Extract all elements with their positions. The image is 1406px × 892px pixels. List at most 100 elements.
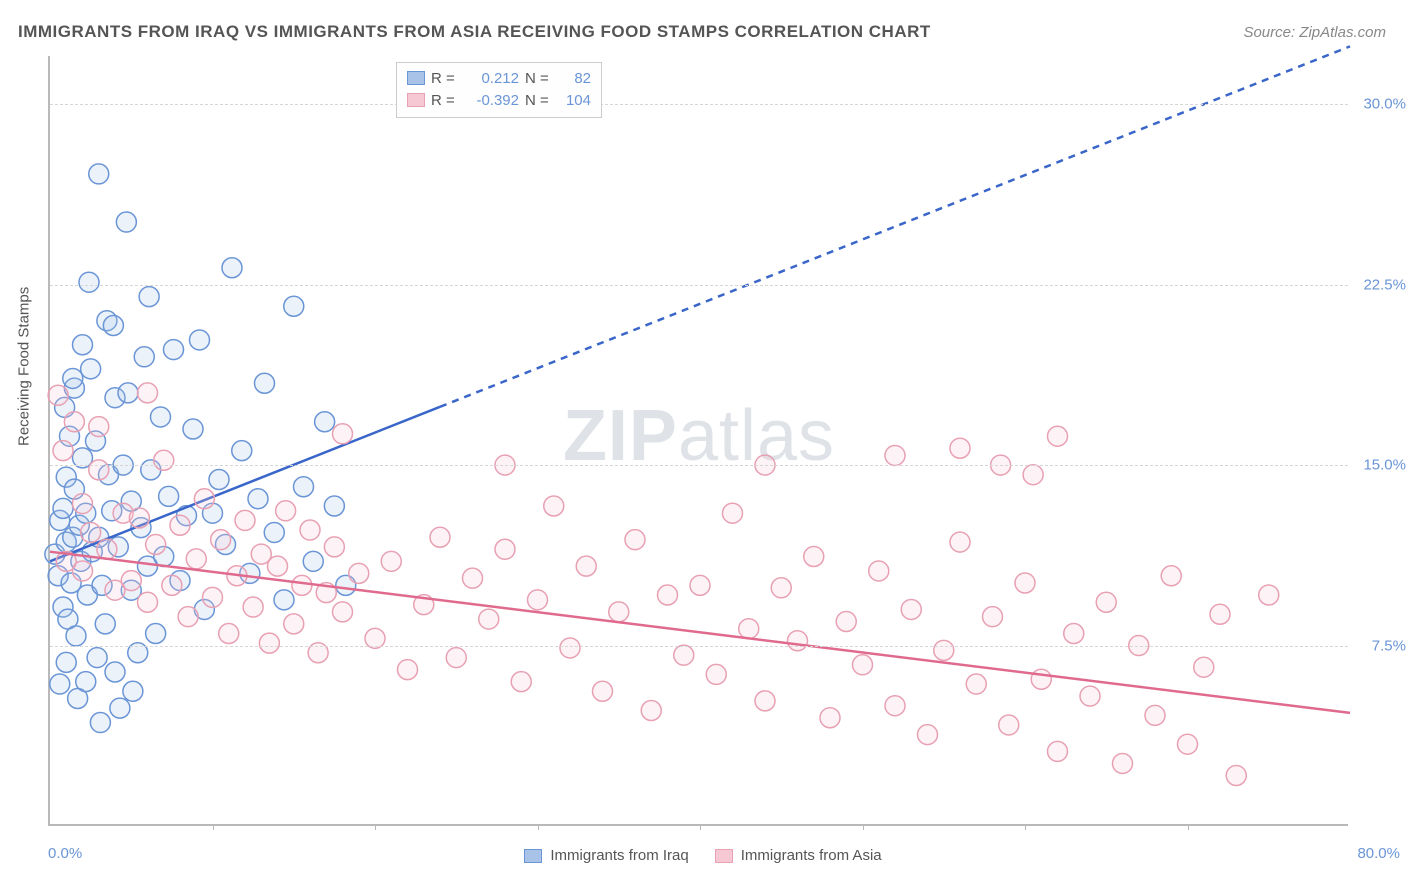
scatter-point bbox=[73, 335, 93, 355]
scatter-point bbox=[934, 640, 954, 660]
scatter-point bbox=[511, 672, 531, 692]
legend-n-label: N = bbox=[525, 92, 551, 109]
scatter-point bbox=[64, 412, 84, 432]
scatter-point bbox=[983, 607, 1003, 627]
scatter-point bbox=[203, 587, 223, 607]
legend-r-value: -0.392 bbox=[463, 92, 519, 109]
scatter-point bbox=[966, 674, 986, 694]
scatter-point bbox=[134, 347, 154, 367]
scatter-point bbox=[1226, 765, 1246, 785]
scatter-point bbox=[706, 664, 726, 684]
scatter-point bbox=[1080, 686, 1100, 706]
scatter-point bbox=[446, 648, 466, 668]
series-legend: Immigrants from Iraq Immigrants from Asi… bbox=[0, 847, 1406, 864]
grid-line bbox=[50, 285, 1348, 286]
scatter-point bbox=[89, 417, 109, 437]
scatter-point bbox=[105, 662, 125, 682]
scatter-point bbox=[97, 539, 117, 559]
scatter-point bbox=[259, 633, 279, 653]
scatter-point bbox=[222, 258, 242, 278]
scatter-point bbox=[1210, 604, 1230, 624]
scatter-point bbox=[146, 534, 166, 554]
scatter-point bbox=[116, 212, 136, 232]
scatter-point bbox=[1161, 566, 1181, 586]
scatter-point bbox=[63, 368, 83, 388]
scatter-point bbox=[771, 578, 791, 598]
scatter-point bbox=[1096, 592, 1116, 612]
scatter-point bbox=[73, 494, 93, 514]
legend-swatch-asia bbox=[715, 849, 733, 863]
scatter-point bbox=[183, 419, 203, 439]
scatter-point bbox=[609, 602, 629, 622]
x-tick bbox=[538, 824, 539, 830]
scatter-point bbox=[885, 696, 905, 716]
scatter-point bbox=[658, 585, 678, 605]
scatter-point bbox=[178, 607, 198, 627]
scatter-point bbox=[284, 296, 304, 316]
scatter-point bbox=[1259, 585, 1279, 605]
scatter-point bbox=[56, 652, 76, 672]
scatter-point bbox=[194, 489, 214, 509]
scatter-point bbox=[235, 510, 255, 530]
scatter-point bbox=[53, 498, 73, 518]
scatter-point bbox=[1048, 741, 1068, 761]
scatter-point bbox=[255, 373, 275, 393]
scatter-point bbox=[804, 547, 824, 567]
scatter-point bbox=[146, 624, 166, 644]
legend-n-value: 104 bbox=[557, 92, 591, 109]
scatter-point bbox=[324, 537, 344, 557]
scatter-point bbox=[869, 561, 889, 581]
scatter-point bbox=[90, 713, 110, 733]
scatter-point bbox=[641, 701, 661, 721]
chart-svg bbox=[50, 56, 1348, 824]
x-tick bbox=[863, 824, 864, 830]
legend-swatch-iraq bbox=[407, 71, 425, 85]
x-tick bbox=[375, 824, 376, 830]
scatter-point bbox=[349, 563, 369, 583]
scatter-point bbox=[625, 530, 645, 550]
scatter-point bbox=[154, 450, 174, 470]
scatter-point bbox=[151, 407, 171, 427]
source-attribution: Source: ZipAtlas.com bbox=[1243, 24, 1386, 41]
x-tick bbox=[1188, 824, 1189, 830]
scatter-point bbox=[315, 412, 335, 432]
scatter-point bbox=[739, 619, 759, 639]
y-tick-label: 30.0% bbox=[1363, 96, 1406, 113]
scatter-point bbox=[211, 530, 231, 550]
scatter-point bbox=[164, 340, 184, 360]
legend-n-label: N = bbox=[525, 70, 551, 87]
scatter-point bbox=[89, 164, 109, 184]
scatter-point bbox=[68, 688, 88, 708]
grid-line bbox=[50, 465, 1348, 466]
scatter-point bbox=[836, 611, 856, 631]
scatter-point bbox=[87, 648, 107, 668]
scatter-point bbox=[381, 551, 401, 571]
scatter-point bbox=[755, 691, 775, 711]
scatter-point bbox=[901, 599, 921, 619]
scatter-point bbox=[820, 708, 840, 728]
scatter-point bbox=[292, 575, 312, 595]
chart-title: IMMIGRANTS FROM IRAQ VS IMMIGRANTS FROM … bbox=[18, 22, 931, 42]
scatter-point bbox=[528, 590, 548, 610]
scatter-point bbox=[723, 503, 743, 523]
scatter-point bbox=[1023, 465, 1043, 485]
scatter-point bbox=[138, 592, 158, 612]
y-tick-label: 22.5% bbox=[1363, 276, 1406, 293]
scatter-point bbox=[95, 614, 115, 634]
grid-line bbox=[50, 646, 1348, 647]
legend-row: R = 0.212 N = 82 bbox=[407, 67, 591, 89]
scatter-point bbox=[1178, 734, 1198, 754]
scatter-point bbox=[170, 515, 190, 535]
scatter-point bbox=[1113, 753, 1133, 773]
y-tick-label: 15.0% bbox=[1363, 457, 1406, 474]
scatter-point bbox=[853, 655, 873, 675]
scatter-point bbox=[50, 674, 70, 694]
scatter-point bbox=[788, 631, 808, 651]
scatter-point bbox=[1031, 669, 1051, 689]
scatter-point bbox=[560, 638, 580, 658]
scatter-point bbox=[73, 561, 93, 581]
scatter-point bbox=[303, 551, 323, 571]
scatter-point bbox=[48, 385, 68, 405]
legend-r-value: 0.212 bbox=[463, 70, 519, 87]
scatter-point bbox=[950, 438, 970, 458]
